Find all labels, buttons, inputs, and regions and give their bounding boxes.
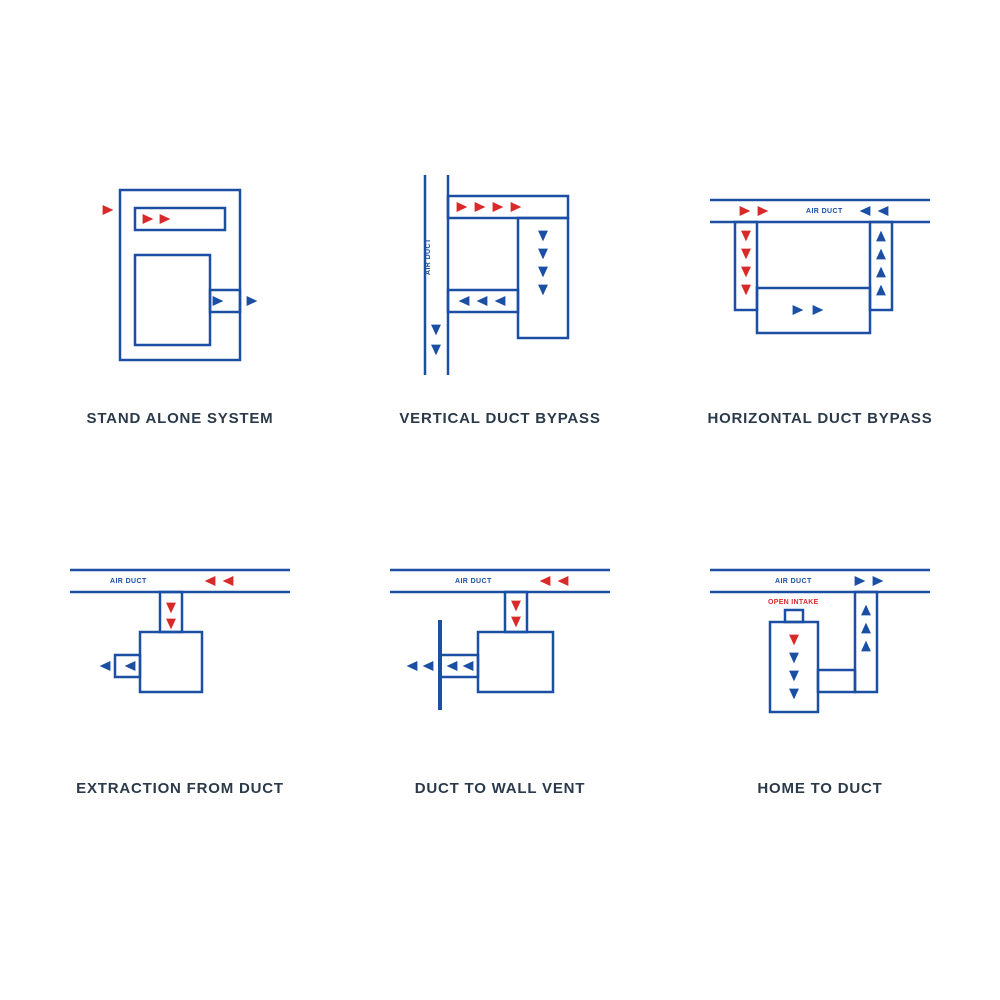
diagram-stand-alone xyxy=(60,180,300,380)
svg-text:AIR DUCT: AIR DUCT xyxy=(806,208,843,215)
label-duct-wall-vent: DUCT TO WALL VENT xyxy=(415,780,586,797)
label-horizontal-bypass: HORIZONTAL DUCT BYPASS xyxy=(707,410,932,427)
label-extraction: EXTRACTION FROM DUCT xyxy=(76,780,284,797)
panel-stand-alone: STAND ALONE SYSTEM xyxy=(40,180,320,510)
diagram-extraction: AIR DUCT xyxy=(60,550,300,750)
diagram-home-to-duct: AIR DUCT OPEN INTAKE xyxy=(700,550,940,750)
label-home-to-duct: HOME TO DUCT xyxy=(757,780,882,797)
panel-extraction: AIR DUCT EXTRACTION FROM DUCT xyxy=(40,550,320,880)
panel-duct-wall-vent: AIR DUCT DUCT TO WALL VENT xyxy=(360,550,640,880)
label-stand-alone: STAND ALONE SYSTEM xyxy=(87,410,274,427)
diagram-duct-wall-vent: AIR DUCT xyxy=(380,550,620,750)
panel-home-to-duct: AIR DUCT OPEN INTAKE HOME TO DUCT xyxy=(680,550,960,880)
svg-text:AIR DUCT: AIR DUCT xyxy=(775,578,812,585)
label-vertical-bypass: VERTICAL DUCT BYPASS xyxy=(399,410,600,427)
panel-vertical-bypass: AIR DUCT VERTICAL DUCT BYPASS xyxy=(360,180,640,510)
panel-horizontal-bypass: AIR DUCT HORIZONTAL DUCT BYPASS xyxy=(680,180,960,510)
diagram-grid: STAND ALONE SYSTEM AIR DUCT VERTICAL DUC… xyxy=(40,180,960,880)
diagram-horizontal-bypass: AIR DUCT xyxy=(700,180,940,380)
svg-text:AIR DUCT: AIR DUCT xyxy=(110,578,147,585)
svg-text:OPEN INTAKE: OPEN INTAKE xyxy=(768,599,819,606)
svg-text:AIR DUCT: AIR DUCT xyxy=(425,238,432,275)
diagram-vertical-bypass: AIR DUCT xyxy=(380,180,620,380)
svg-text:AIR DUCT: AIR DUCT xyxy=(455,578,492,585)
